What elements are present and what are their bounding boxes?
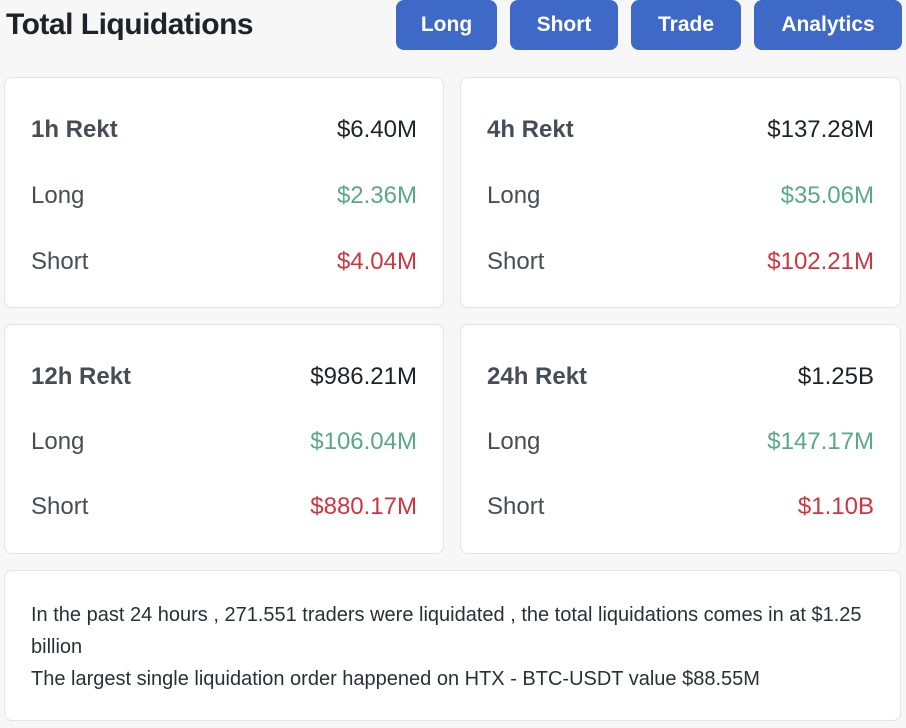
short-row: Short $1.10B [487, 491, 874, 523]
long-value: $106.04M [310, 428, 417, 455]
long-row: Long $35.06M [487, 180, 874, 212]
short-value: $880.17M [310, 493, 417, 520]
card-header-row: 4h Rekt $137.28M [487, 114, 874, 146]
liquidation-card-4h: 4h Rekt $137.28M Long $35.06M Short $102… [460, 77, 901, 308]
summary-line-1: In the past 24 hours , 271.551 traders w… [31, 604, 862, 658]
total-value: $137.28M [767, 116, 874, 143]
long-row: Long $147.17M [487, 426, 874, 458]
total-value: $986.21M [310, 363, 417, 390]
card-header-row: 24h Rekt $1.25B [487, 361, 874, 393]
short-label: Short [487, 493, 545, 520]
short-row: Short $102.21M [487, 246, 874, 278]
short-value: $1.10B [797, 493, 874, 520]
long-label: Long [31, 182, 85, 209]
total-value: $1.25B [797, 363, 874, 390]
period-label: 1h Rekt [31, 116, 118, 143]
total-value: $6.40M [336, 116, 417, 143]
short-value: $102.21M [767, 248, 874, 275]
trade-button[interactable]: Trade [631, 0, 741, 50]
liquidation-card-24h: 24h Rekt $1.25B Long $147.17M Short $1.1… [460, 324, 901, 554]
long-label: Long [487, 182, 541, 209]
card-header-row: 12h Rekt $986.21M [31, 361, 417, 393]
summary-text: In the past 24 hours , 271.551 traders w… [31, 599, 870, 695]
long-value: $35.06M [780, 182, 874, 209]
long-label: Long [31, 428, 85, 455]
period-label: 12h Rekt [31, 363, 132, 390]
period-label: 4h Rekt [487, 116, 574, 143]
short-row: Short $880.17M [31, 491, 417, 523]
short-button[interactable]: Short [510, 0, 618, 50]
long-button[interactable]: Long [396, 0, 497, 50]
period-label: 24h Rekt [487, 363, 588, 390]
short-label: Short [487, 248, 545, 275]
short-label: Short [31, 493, 89, 520]
short-row: Short $4.04M [31, 246, 417, 278]
summary-card: In the past 24 hours , 271.551 traders w… [4, 570, 901, 721]
short-label: Short [31, 248, 89, 275]
short-value: $4.04M [336, 248, 417, 275]
long-value: $2.36M [336, 182, 417, 209]
liquidation-card-1h: 1h Rekt $6.40M Long $2.36M Short $4.04M [4, 77, 444, 308]
long-row: Long $2.36M [31, 180, 417, 212]
page-header: Total Liquidations Long Short Trade Anal… [0, 0, 906, 54]
page-title: Total Liquidations [6, 8, 254, 41]
long-row: Long $106.04M [31, 426, 417, 458]
summary-line-2: The largest single liquidation order hap… [31, 668, 760, 690]
analytics-button[interactable]: Analytics [754, 0, 902, 50]
long-label: Long [487, 428, 541, 455]
long-value: $147.17M [767, 428, 874, 455]
card-header-row: 1h Rekt $6.40M [31, 114, 417, 146]
liquidation-card-12h: 12h Rekt $986.21M Long $106.04M Short $8… [4, 324, 444, 554]
